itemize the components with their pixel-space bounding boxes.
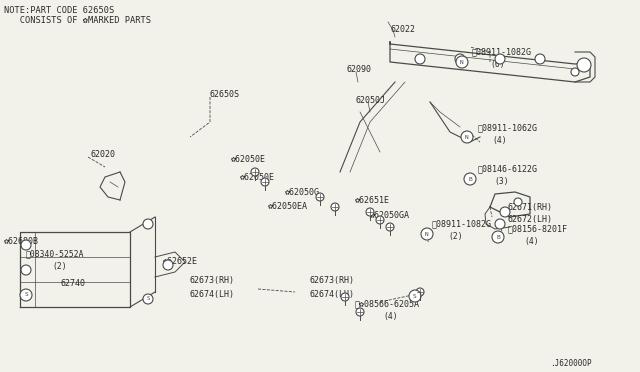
Circle shape [464, 173, 476, 185]
Text: ✿62050E: ✿62050E [240, 173, 275, 182]
Text: ✿62652E: ✿62652E [163, 257, 198, 266]
Text: 62673(RH): 62673(RH) [190, 276, 235, 285]
Text: 62672(LH): 62672(LH) [508, 215, 553, 224]
Text: S: S [413, 294, 417, 298]
Text: (2): (2) [52, 263, 67, 272]
Text: ⒲08146-6122G: ⒲08146-6122G [478, 164, 538, 173]
Text: Ⓞ08911-1082G: Ⓞ08911-1082G [432, 219, 492, 228]
Text: 62673(RH): 62673(RH) [310, 276, 355, 285]
Circle shape [456, 56, 468, 68]
Text: ⒲08156-8201F: ⒲08156-8201F [508, 224, 568, 234]
Text: (4): (4) [383, 312, 397, 321]
Text: B: B [468, 176, 472, 182]
Text: ✿62651E: ✿62651E [355, 196, 390, 205]
Text: (6): (6) [490, 60, 504, 68]
Text: Ⓞ08911-1062G: Ⓞ08911-1062G [478, 124, 538, 132]
Text: ✿62050EA: ✿62050EA [268, 202, 308, 211]
Text: .J62000OP: .J62000OP [550, 359, 591, 369]
Text: 62022: 62022 [391, 25, 416, 33]
Circle shape [421, 228, 433, 240]
Text: CONSISTS OF ✿MARKED PARTS: CONSISTS OF ✿MARKED PARTS [4, 16, 151, 25]
Text: B: B [496, 234, 500, 240]
Text: 62674(LH): 62674(LH) [310, 289, 355, 298]
Circle shape [492, 231, 504, 243]
Text: 62650S: 62650S [209, 90, 239, 99]
Text: (4): (4) [492, 135, 507, 144]
Text: (2): (2) [448, 231, 463, 241]
Circle shape [143, 294, 153, 304]
Text: Ⓞ08911-1082G: Ⓞ08911-1082G [472, 48, 532, 57]
Circle shape [415, 54, 425, 64]
Text: S: S [147, 296, 150, 301]
Text: (4): (4) [524, 237, 539, 246]
Text: 62050J: 62050J [356, 96, 386, 105]
Circle shape [376, 216, 384, 224]
Circle shape [571, 68, 579, 76]
Circle shape [409, 290, 421, 302]
Text: Ⓝ08340-5252A: Ⓝ08340-5252A [26, 250, 84, 259]
Text: ✿62050E: ✿62050E [231, 154, 266, 164]
Text: S: S [24, 292, 28, 298]
Circle shape [495, 219, 505, 229]
Text: 62740: 62740 [60, 279, 85, 289]
Circle shape [21, 265, 31, 275]
Text: 62090: 62090 [347, 64, 372, 74]
Circle shape [514, 198, 522, 206]
Text: N: N [465, 135, 469, 140]
Circle shape [21, 240, 31, 250]
Circle shape [341, 293, 349, 301]
Circle shape [331, 203, 339, 211]
Text: Ⓝ✿08566-6205A: Ⓝ✿08566-6205A [355, 299, 420, 308]
Text: N: N [425, 231, 429, 237]
Text: ✿62680B: ✿62680B [4, 237, 39, 246]
Text: 62674(LH): 62674(LH) [190, 289, 235, 298]
Circle shape [251, 168, 259, 176]
Text: 62671(RH): 62671(RH) [508, 202, 553, 212]
Circle shape [495, 54, 505, 64]
Text: ✿62050GA: ✿62050GA [370, 211, 410, 219]
Circle shape [366, 208, 374, 216]
Text: NOTE:PART CODE 62650S: NOTE:PART CODE 62650S [4, 6, 115, 15]
Circle shape [455, 54, 465, 64]
Circle shape [21, 290, 31, 300]
Circle shape [577, 58, 591, 72]
Text: ✿62050G: ✿62050G [285, 187, 320, 196]
Circle shape [143, 219, 153, 229]
Circle shape [416, 288, 424, 296]
Circle shape [535, 54, 545, 64]
Circle shape [261, 178, 269, 186]
Text: (3): (3) [494, 176, 509, 186]
Text: N: N [460, 60, 464, 64]
Text: 62020: 62020 [90, 150, 115, 158]
Circle shape [500, 207, 510, 217]
Circle shape [316, 193, 324, 201]
Circle shape [461, 131, 473, 143]
Circle shape [356, 308, 364, 316]
Circle shape [20, 289, 32, 301]
Circle shape [386, 223, 394, 231]
Circle shape [163, 260, 173, 270]
